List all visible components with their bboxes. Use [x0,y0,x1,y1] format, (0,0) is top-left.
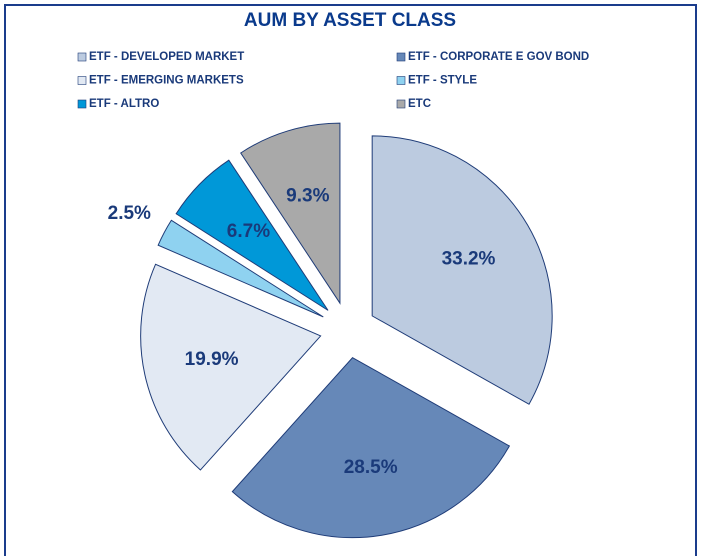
pie-slice [371,135,553,405]
legend-swatch [77,99,87,109]
pie-slice [175,159,329,311]
legend-swatch [77,52,87,62]
pie-slice [157,219,324,318]
pie-slice [240,122,341,305]
legend-swatch [396,99,406,109]
data-label: 33.2% [442,249,496,270]
legend-label: ETF - ALTRO [89,98,159,110]
pie-slice [231,356,511,539]
data-label: 9.3% [286,185,329,206]
legend-swatch [396,52,406,62]
legend-label: ETF - CORPORATE E GOV BOND [408,51,589,63]
chart-title: AUM BY ASSET CLASS [244,10,456,31]
legend-label: ETC [408,98,431,110]
legend-label: ETF - DEVELOPED MARKET [89,51,244,63]
legend-label: ETF - STYLE [408,75,477,87]
data-label: 19.9% [185,349,239,370]
legend-swatch [396,76,406,85]
data-label: 2.5% [108,203,151,224]
legend-swatch [77,76,87,85]
data-label: 6.7% [227,221,270,242]
pie-slice [140,263,322,471]
data-label: 28.5% [344,457,398,478]
legend-label: ETF - EMERGING MARKETS [89,75,244,87]
